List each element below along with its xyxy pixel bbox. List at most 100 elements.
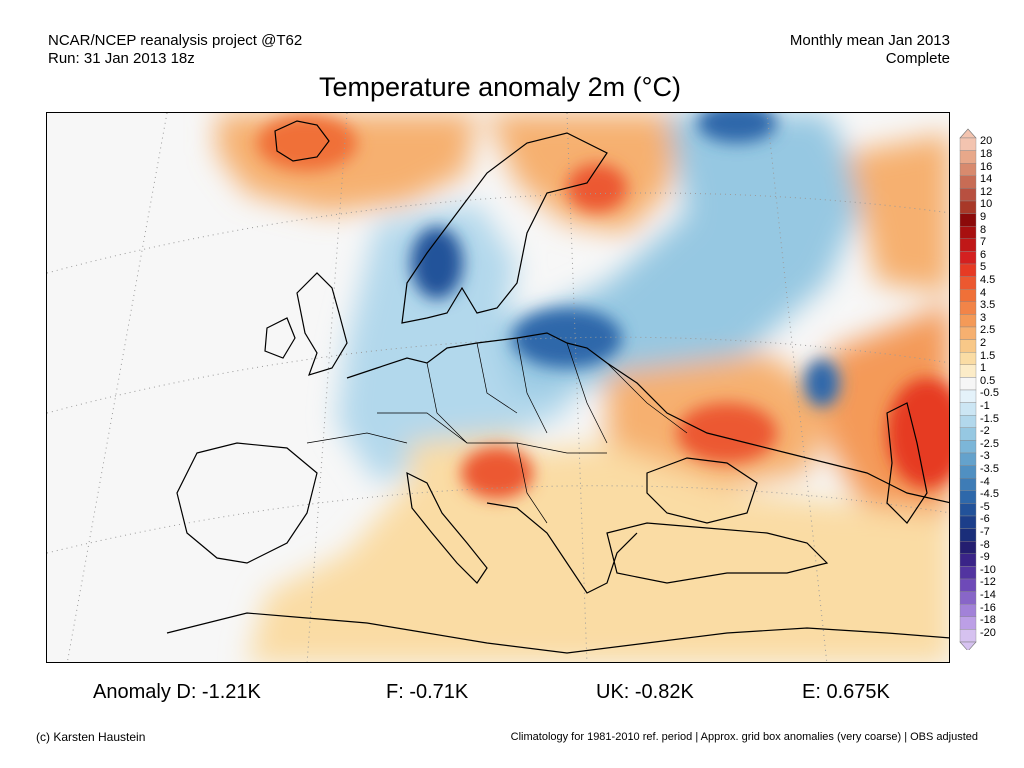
legend-label: -8 (980, 538, 990, 551)
climatology-note: Climatology for 1981-2010 ref. period | … (510, 731, 978, 743)
caspian-coast (886, 402, 928, 524)
legend-label: 7 (980, 236, 987, 249)
legend-label: 10 (980, 198, 993, 211)
legend-swatch (959, 251, 977, 265)
legend-label: -3 (980, 450, 990, 463)
iceland-peak (257, 115, 357, 171)
legend-label: -14 (980, 588, 996, 601)
legend-swatch (959, 314, 977, 328)
legend-swatch (959, 175, 977, 189)
legend-label: 8 (980, 223, 987, 236)
legend-swatch (959, 150, 977, 164)
legend-label: -4.5 (980, 488, 999, 501)
legend-label: -4 (980, 475, 990, 488)
italy-coast (406, 471, 488, 584)
legend-label: -3.5 (980, 462, 999, 475)
legend-swatch (959, 326, 977, 340)
legend-swatch (959, 263, 977, 277)
page-title: Temperature anomaly 2m (°C) (319, 72, 681, 102)
legend-label: 1.5 (980, 349, 996, 362)
borders (306, 337, 688, 524)
legend-swatch (959, 440, 977, 454)
legend-label: -16 (980, 601, 996, 614)
coastlines (166, 120, 949, 654)
legend-label: 3.5 (980, 299, 996, 312)
legend-swatch (959, 288, 977, 302)
balkans-coast (486, 502, 638, 594)
graticule (47, 113, 949, 662)
legend-swatch (959, 604, 977, 618)
legend-swatch (959, 377, 977, 391)
legend-label: 18 (980, 147, 993, 160)
legend-label: 5 (980, 261, 987, 274)
continent-coast (346, 332, 949, 504)
stat-uk: UK: -0.82K (596, 681, 694, 703)
legend-swatch (959, 238, 977, 252)
legend-label: 14 (980, 173, 993, 186)
legend-label: 3 (980, 311, 987, 324)
legend-swatch (959, 213, 977, 227)
legend-label: -2.5 (980, 437, 999, 450)
legend-label: -0.5 (980, 387, 999, 400)
period-info: Monthly mean Jan 2013 (789, 32, 950, 49)
model-info: NCAR/NCEP reanalysis project @T62 (48, 32, 303, 49)
legend-swatch (959, 364, 977, 378)
legend-colorbar (959, 128, 977, 650)
legend-swatch (959, 503, 977, 517)
legend-swatch (959, 616, 977, 630)
legend-label: 4.5 (980, 273, 996, 286)
legend-swatch (959, 591, 977, 605)
africa-coast (166, 612, 949, 654)
legend-swatch (959, 452, 977, 466)
legend-swatch (959, 465, 977, 479)
map-canvas (47, 113, 949, 662)
legend-label: 4 (980, 286, 987, 299)
run-info: Run: 31 Jan 2013 18z (48, 50, 195, 67)
hungary-peak (461, 447, 533, 499)
legend-swatch (959, 163, 977, 177)
legend-label: 20 (980, 135, 993, 148)
legend-label: -7 (980, 525, 990, 538)
legend-label: -12 (980, 576, 996, 589)
legend-label: 1 (980, 362, 987, 375)
british-isles-coast (296, 272, 348, 376)
legend-label: -2 (980, 425, 990, 438)
legend-swatch (959, 389, 977, 403)
legend-label: 9 (980, 210, 987, 223)
legend-swatch (959, 478, 977, 492)
legend-label: -20 (980, 626, 996, 639)
legend-label: -6 (980, 513, 990, 526)
stat-spain: E: 0.675K (802, 681, 890, 703)
legend-swatch (959, 541, 977, 555)
ukraine-peak (677, 403, 777, 463)
credit: (c) Karsten Haustein (36, 730, 146, 744)
legend-label: -1.5 (980, 412, 999, 425)
legend-swatch (959, 629, 977, 643)
legend-swatch (959, 225, 977, 239)
legend-bottom-arrow (959, 641, 977, 650)
iberia-coast (176, 442, 318, 564)
header-left: NCAR/NCEP reanalysis project @T62 Run: 3… (48, 32, 302, 68)
legend-label: 6 (980, 248, 987, 261)
legend-swatch (959, 137, 977, 151)
legend-swatch (959, 553, 977, 567)
color-legend: 20 18 16 14 12 10 9 8 7 6 5 4.5 4 3.5 3 2.5 2 1.5 1 0.5 -0.5… (958, 128, 1024, 650)
legend-label: -1 (980, 399, 990, 412)
ireland-coast (264, 317, 296, 359)
legend-swatch (959, 566, 977, 580)
iceland-coast (274, 120, 330, 162)
stat-germany: Anomaly D: -1.21K (93, 681, 261, 703)
black-sea-coast (646, 457, 758, 524)
legend-label: 12 (980, 185, 993, 198)
northeast-warm-anomaly (847, 133, 949, 293)
legend-swatch (959, 351, 977, 365)
turkey-coast (606, 522, 829, 584)
legend-label: -10 (980, 563, 996, 576)
anomaly-map (46, 112, 950, 663)
legend-swatch (959, 578, 977, 592)
legend-swatch (959, 490, 977, 504)
norway-cold-peak (411, 227, 463, 299)
legend-swatch (959, 188, 977, 202)
legend-swatch (959, 200, 977, 214)
scandinavia-coast (401, 132, 608, 324)
